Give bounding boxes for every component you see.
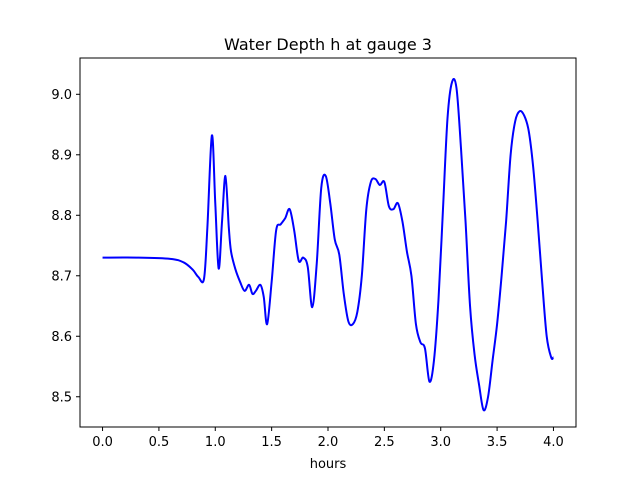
y-tick-label: 8.8 (51, 209, 72, 224)
x-tick-label: 3.5 (487, 435, 508, 450)
y-tick-label: 8.6 (51, 330, 72, 345)
y-tick-label: 8.7 (51, 269, 72, 284)
x-tick-label: 0.5 (149, 435, 170, 450)
y-tick-label: 8.5 (51, 390, 72, 405)
x-tick-label: 4.0 (543, 435, 564, 450)
y-tick-label: 8.9 (51, 148, 72, 163)
x-tick-label: 3.0 (430, 435, 451, 450)
x-axis-label: hours (310, 457, 347, 472)
x-tick-label: 1.0 (205, 435, 226, 450)
x-tick-label: 2.5 (374, 435, 395, 450)
y-tick-label: 9.0 (51, 88, 72, 103)
y-axis: 8.5 8.6 8.7 8.8 8.9 9.0 (51, 88, 80, 405)
x-axis: 0.0 0.5 1.0 1.5 2.0 2.5 3.0 3.5 4.0 (92, 427, 564, 450)
x-tick-label: 0.0 (92, 435, 113, 450)
chart-title: Water Depth h at gauge 3 (224, 35, 432, 54)
x-tick-label: 1.5 (261, 435, 282, 450)
series-line (102, 77, 555, 412)
x-tick-label: 2.0 (318, 435, 339, 450)
